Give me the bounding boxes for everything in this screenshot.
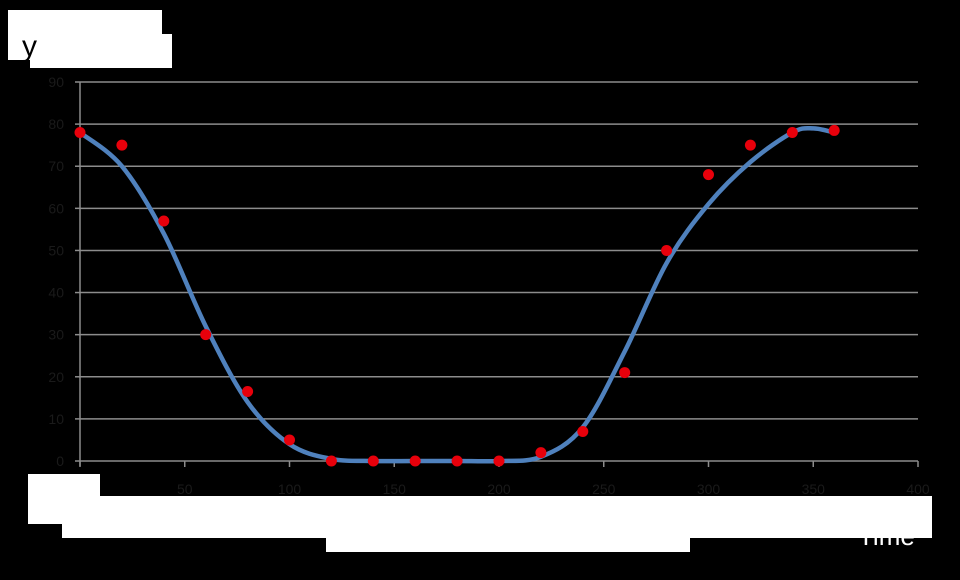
- x-tick-label: 350: [802, 481, 826, 497]
- data-point: [451, 455, 463, 467]
- y-tick-label: 20: [48, 369, 64, 385]
- y-tick-label: 30: [48, 327, 64, 343]
- y-tick-label: 10: [48, 411, 64, 427]
- data-point: [325, 455, 337, 467]
- data-point: [74, 127, 86, 139]
- data-points: [74, 124, 840, 467]
- data-point: [284, 434, 295, 446]
- data-point: [619, 367, 631, 379]
- y-tick-label: 50: [48, 242, 64, 258]
- data-point: [409, 455, 421, 467]
- x-tick-label: 250: [592, 481, 616, 497]
- y-tick-label: 90: [48, 74, 64, 90]
- data-point: [116, 139, 128, 151]
- y-tick-label: 0: [56, 453, 64, 469]
- data-point: [577, 426, 589, 438]
- y-axis-label: y: [22, 30, 37, 63]
- fitted-curve-path: [77, 125, 837, 464]
- data-point: [200, 329, 212, 341]
- x-axis-label: Time: [858, 521, 915, 551]
- x-axis-box-center: [326, 530, 690, 552]
- x-tick-label: 100: [278, 481, 302, 497]
- x-tick-label: 200: [487, 481, 511, 497]
- gridlines: [80, 81, 918, 420]
- data-point: [828, 124, 840, 136]
- y-tick-labels: 0 10 20 30 40 50 60 70 80 90: [48, 74, 64, 469]
- data-point: [744, 139, 756, 151]
- x-tick-label: 150: [383, 481, 407, 497]
- data-point: [661, 244, 673, 256]
- y-tick-label: 80: [48, 116, 64, 132]
- x-tick-label: 50: [177, 481, 193, 497]
- data-point: [242, 386, 254, 398]
- y-tick-label: 70: [48, 158, 64, 174]
- data-point: [535, 447, 547, 459]
- y-axis-label-box-ext: [30, 34, 172, 68]
- y-tick-label: 60: [48, 200, 64, 216]
- y-tick-label: 40: [48, 285, 64, 301]
- x-tick-label: 400: [906, 481, 930, 497]
- data-point: [703, 169, 714, 181]
- x-tick-label: 300: [697, 481, 721, 497]
- data-point: [786, 127, 798, 139]
- data-point: [158, 215, 170, 227]
- data-point: [367, 455, 379, 467]
- data-point: [493, 455, 505, 467]
- fitted-curve: [77, 125, 837, 464]
